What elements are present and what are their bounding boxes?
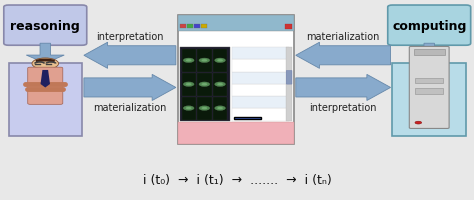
FancyBboxPatch shape	[213, 97, 227, 120]
Circle shape	[183, 106, 194, 111]
Circle shape	[215, 106, 226, 111]
Circle shape	[183, 82, 194, 87]
FancyBboxPatch shape	[180, 48, 230, 121]
Circle shape	[183, 59, 194, 63]
Circle shape	[186, 107, 191, 110]
FancyBboxPatch shape	[232, 60, 289, 72]
Text: computing: computing	[392, 20, 466, 32]
FancyBboxPatch shape	[409, 47, 449, 129]
Circle shape	[201, 60, 207, 62]
FancyBboxPatch shape	[234, 117, 261, 119]
Circle shape	[186, 84, 191, 86]
FancyBboxPatch shape	[232, 48, 289, 60]
FancyBboxPatch shape	[182, 50, 196, 72]
FancyBboxPatch shape	[213, 50, 227, 72]
FancyBboxPatch shape	[197, 97, 211, 120]
Polygon shape	[296, 75, 391, 101]
Circle shape	[217, 84, 223, 86]
FancyBboxPatch shape	[9, 64, 82, 136]
Circle shape	[199, 106, 210, 111]
Text: materialization: materialization	[93, 102, 166, 112]
Circle shape	[415, 122, 421, 124]
FancyBboxPatch shape	[194, 25, 200, 29]
Circle shape	[199, 82, 210, 87]
FancyBboxPatch shape	[182, 97, 196, 120]
Circle shape	[217, 60, 223, 62]
Circle shape	[201, 107, 207, 110]
Circle shape	[186, 60, 191, 62]
FancyBboxPatch shape	[178, 122, 294, 144]
FancyBboxPatch shape	[182, 73, 196, 96]
Text: interpretation: interpretation	[310, 102, 377, 112]
FancyBboxPatch shape	[285, 25, 292, 30]
FancyBboxPatch shape	[4, 6, 87, 46]
Text: interpretation: interpretation	[96, 32, 164, 42]
FancyBboxPatch shape	[197, 50, 211, 72]
Text: i (t₀)  →  i (t₁)  →  .......  →  i (tₙ): i (t₀) → i (t₁) → ....... → i (tₙ)	[143, 174, 331, 186]
FancyBboxPatch shape	[180, 25, 186, 29]
Circle shape	[199, 59, 210, 63]
FancyBboxPatch shape	[232, 72, 289, 84]
Circle shape	[201, 84, 207, 86]
FancyBboxPatch shape	[213, 73, 227, 96]
FancyBboxPatch shape	[178, 16, 294, 31]
FancyBboxPatch shape	[415, 78, 444, 84]
Polygon shape	[410, 44, 448, 64]
Polygon shape	[26, 44, 64, 64]
Circle shape	[215, 82, 226, 87]
FancyBboxPatch shape	[232, 109, 289, 121]
FancyBboxPatch shape	[232, 97, 289, 109]
Circle shape	[217, 107, 223, 110]
Polygon shape	[296, 43, 391, 69]
FancyBboxPatch shape	[392, 64, 466, 136]
FancyBboxPatch shape	[413, 50, 445, 56]
Circle shape	[32, 59, 59, 70]
FancyBboxPatch shape	[286, 71, 292, 85]
FancyBboxPatch shape	[286, 48, 292, 121]
FancyBboxPatch shape	[415, 89, 444, 94]
Polygon shape	[40, 71, 50, 88]
Polygon shape	[84, 43, 176, 69]
Polygon shape	[84, 75, 176, 101]
Text: materialization: materialization	[307, 32, 380, 42]
FancyBboxPatch shape	[388, 6, 471, 46]
FancyBboxPatch shape	[232, 84, 289, 97]
FancyBboxPatch shape	[187, 25, 193, 29]
Circle shape	[215, 59, 226, 63]
FancyBboxPatch shape	[201, 25, 207, 29]
FancyBboxPatch shape	[178, 16, 294, 144]
FancyBboxPatch shape	[27, 68, 63, 105]
Text: reasoning: reasoning	[10, 20, 80, 32]
FancyBboxPatch shape	[197, 73, 211, 96]
